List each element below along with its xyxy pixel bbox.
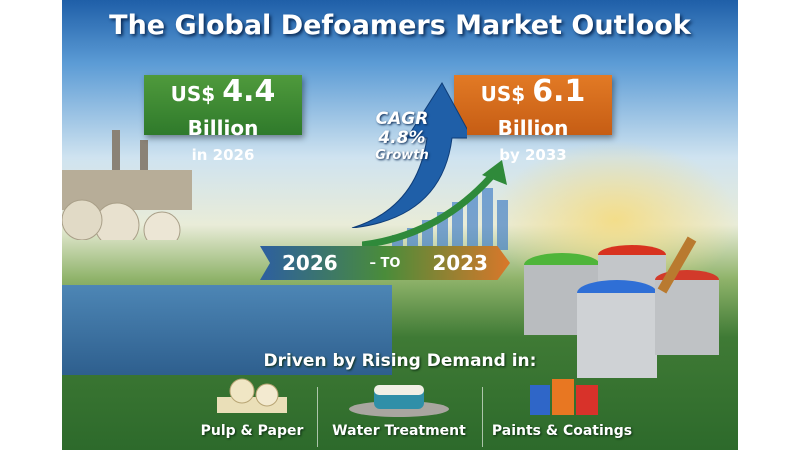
timeline-start: 2026 — [282, 251, 338, 275]
paper-rolls-icon — [177, 375, 327, 419]
cagr-value: 4.8% — [378, 128, 426, 148]
driver-label: Water Treatment — [332, 423, 466, 439]
end-prefix: US$ — [480, 82, 526, 106]
bar — [497, 200, 508, 250]
driver-water-treatment: Water Treatment — [324, 375, 474, 439]
start-value-box: US$ 4.4 Billion in 2026 — [144, 74, 302, 164]
end-value-box: US$ 6.1 Billion by 2033 — [454, 74, 612, 164]
demand-drivers-panel: Driven by Rising Demand in: Pulp & Paper… — [62, 345, 738, 450]
paint-cans-brush-illustration — [524, 236, 719, 378]
cagr-up-arrow-icon — [351, 82, 467, 228]
driver-paints-coatings: Paints & Coatings — [487, 375, 637, 439]
divider — [482, 387, 483, 447]
timeline-banner: 2026 – TO 2023 — [260, 246, 510, 280]
bar — [407, 228, 418, 250]
driver-pulp-paper: Pulp & Paper — [177, 375, 327, 439]
bar — [482, 188, 493, 250]
bar — [422, 220, 433, 250]
bar — [467, 195, 478, 250]
paper-mill-illustration — [62, 130, 192, 240]
divider — [317, 387, 318, 447]
paint-cans-icon — [487, 375, 637, 419]
timeline-end: 2023 — [432, 251, 488, 275]
start-amount: 4.4 — [222, 74, 276, 109]
end-caption: by 2033 — [499, 146, 567, 164]
green-trend-arrow-icon — [362, 160, 507, 249]
driver-label: Paints & Coatings — [491, 423, 633, 439]
start-caption: in 2026 — [191, 146, 255, 164]
drivers-heading: Driven by Rising Demand in: — [263, 351, 537, 371]
timeline-connector: – TO — [369, 255, 401, 271]
cagr-title: CAGR — [375, 109, 429, 129]
bar — [392, 235, 403, 250]
infographic: The Global Defoamers Market Outlook US$ … — [62, 0, 738, 450]
water-treatment-tank-icon — [324, 375, 474, 419]
water-treatment-basin — [62, 285, 392, 375]
growth-bars — [392, 180, 512, 250]
start-unit: Billion — [187, 116, 259, 140]
end-unit: Billion — [497, 116, 569, 140]
end-amount: 6.1 — [532, 74, 586, 109]
cagr-caption: Growth — [375, 148, 429, 163]
bar — [452, 202, 463, 250]
start-prefix: US$ — [170, 82, 216, 106]
cagr-label: CAGR 4.8% Growth — [362, 110, 442, 164]
driver-label: Pulp & Paper — [200, 423, 304, 439]
page-title: The Global Defoamers Market Outlook — [109, 10, 691, 41]
bar — [437, 212, 448, 250]
